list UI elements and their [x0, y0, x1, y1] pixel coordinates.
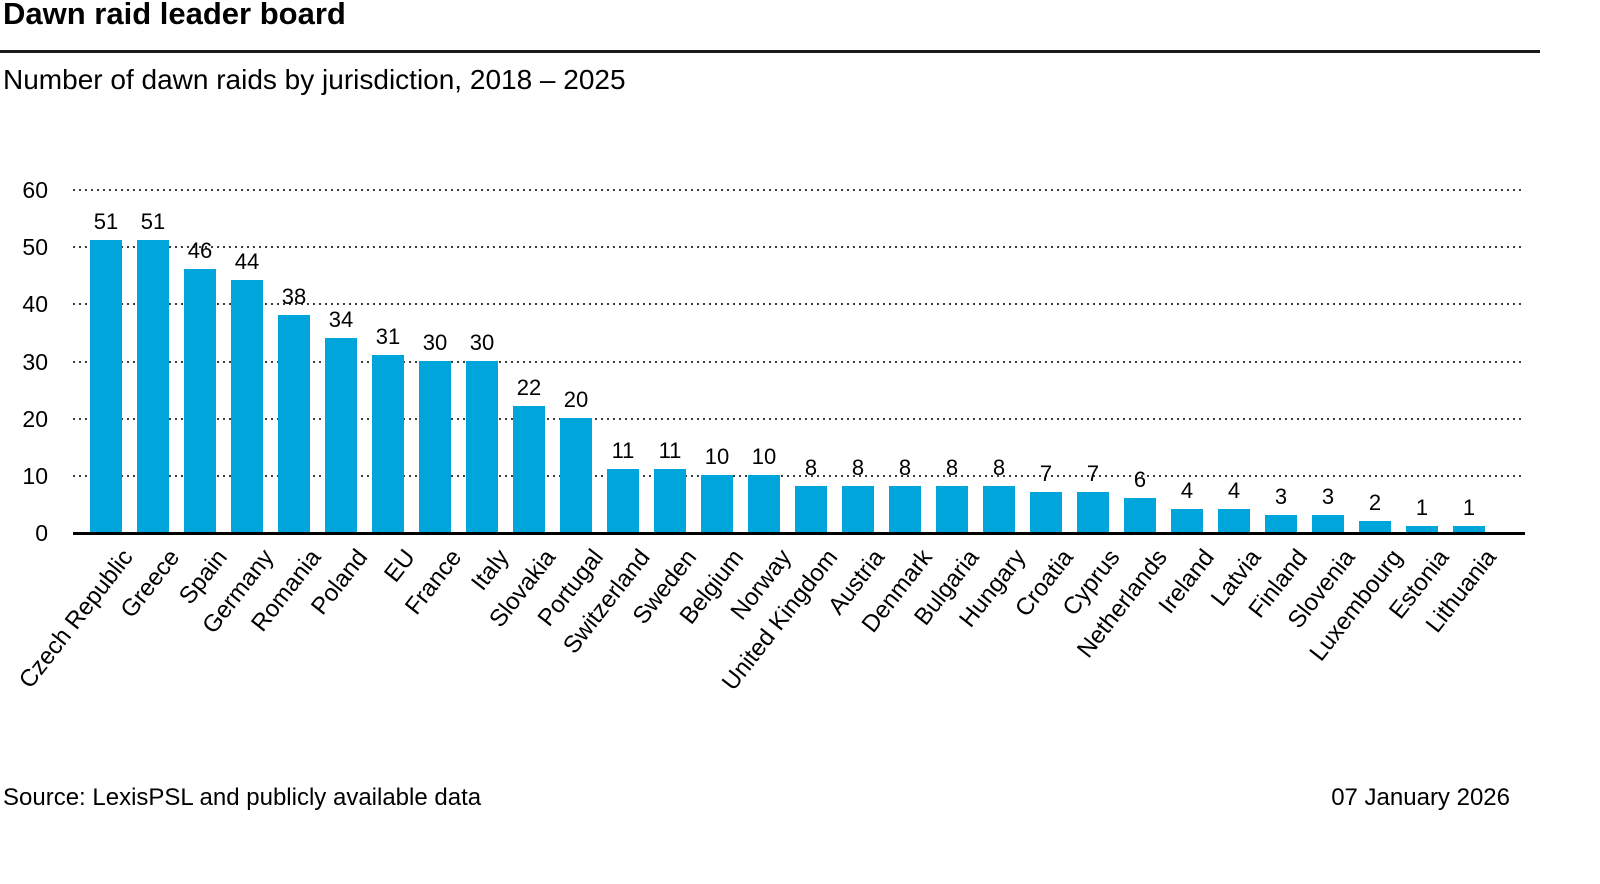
- gridline-30: [73, 360, 1525, 363]
- bar-hungary: [983, 486, 1015, 532]
- x-axis-line: [73, 532, 1525, 535]
- bar-value-label: 4: [1180, 478, 1194, 504]
- title-divider: [0, 50, 1540, 53]
- bar-romania: [278, 314, 310, 532]
- bar-chart: 51 Czech Republic 51 Greece 46 Spain 44 Germany…: [0, 177, 1600, 696]
- bar-value-label: 38: [281, 283, 307, 309]
- bar-value-label: 8: [851, 455, 865, 481]
- y-axis-tick-label: 20: [22, 405, 48, 432]
- y-axis-tick-label: 0: [35, 520, 48, 546]
- y-axis-tick-label: 30: [22, 348, 48, 375]
- bar-value-label: 7: [1086, 460, 1100, 486]
- y-axis-tick-label: 50: [22, 234, 48, 261]
- bar-value-label: 34: [328, 306, 354, 332]
- bar-value-label: 3: [1321, 483, 1335, 509]
- bar-value-label: 46: [187, 238, 213, 264]
- bar-finland: [1265, 514, 1297, 532]
- gridline-50: [73, 246, 1525, 249]
- bar-spain: [184, 269, 216, 532]
- bar-value-label: 4: [1227, 478, 1241, 504]
- bar-value-label: 31: [375, 323, 401, 349]
- gridline-10: [73, 474, 1525, 477]
- bar-value-label: 11: [611, 438, 635, 464]
- bar-value-label: 20: [563, 386, 589, 412]
- bar-switzerland: [607, 469, 639, 532]
- bar-sweden: [654, 469, 686, 532]
- source-note: Source: LexisPSL and publicly available …: [3, 784, 482, 811]
- bar-cyprus: [1077, 491, 1109, 532]
- bar-netherlands: [1124, 497, 1156, 532]
- bar-value-label: 10: [751, 443, 777, 469]
- bar-value-label: 30: [469, 329, 495, 355]
- bar-france: [419, 360, 451, 532]
- bar-value-label: 10: [704, 443, 730, 469]
- bar-czech-republic: [90, 240, 122, 532]
- bar-slovenia: [1312, 514, 1344, 532]
- bar-value-label: 8: [898, 455, 912, 481]
- bar-bulgaria: [936, 486, 968, 532]
- x-axis-label: Czech Republic: [13, 544, 139, 694]
- bar-austria: [842, 486, 874, 532]
- bar-value-label: 6: [1133, 466, 1147, 492]
- bar-value-label: 3: [1274, 483, 1288, 509]
- y-axis-tick-label: 60: [22, 177, 48, 203]
- bar-latvia: [1218, 509, 1250, 532]
- bar-value-label: 51: [140, 209, 166, 235]
- plot-area: 51 Czech Republic 51 Greece 46 Spain 44 Germany…: [14, 189, 1525, 696]
- bar-greece: [137, 240, 169, 532]
- bar-estonia: [1406, 526, 1438, 532]
- date-label: 07 January 2026: [1331, 784, 1510, 811]
- bar-value-label: 22: [516, 375, 542, 401]
- chart-footer: Source: LexisPSL and publicly available …: [0, 784, 1600, 814]
- gridline-20: [73, 417, 1525, 420]
- y-axis-tick-label: 10: [22, 462, 48, 489]
- bar-value-label: 1: [1462, 495, 1476, 521]
- x-axis-label: EU: [378, 544, 421, 588]
- bar-portugal: [560, 417, 592, 532]
- bar-croatia: [1030, 491, 1062, 532]
- bar-belgium: [701, 474, 733, 532]
- bar-slovakia: [513, 406, 545, 532]
- bar-lithuania: [1453, 526, 1485, 532]
- bar-luxembourg: [1359, 520, 1391, 532]
- bar-eu: [372, 354, 404, 532]
- bar-value-label: 51: [93, 209, 119, 235]
- bar-value-label: 8: [804, 455, 818, 481]
- bar-united-kingdom: [795, 486, 827, 532]
- bar-value-label: 30: [422, 329, 448, 355]
- bar-ireland: [1171, 509, 1203, 532]
- page-title: Dawn raid leader board: [3, 0, 346, 31]
- bar-italy: [466, 360, 498, 532]
- bar-denmark: [889, 486, 921, 532]
- bar-value-label: 44: [234, 249, 260, 275]
- gridline-60: [73, 189, 1525, 191]
- bar-value-label: 7: [1039, 460, 1053, 486]
- bar-value-label: 8: [992, 455, 1006, 481]
- bar-value-label: 2: [1368, 489, 1382, 515]
- bar-germany: [231, 280, 263, 532]
- bar-value-label: 8: [945, 455, 959, 481]
- bar-norway: [748, 474, 780, 532]
- y-axis-tick-label: 40: [22, 291, 48, 318]
- chart-subtitle: Number of dawn raids by jurisdiction, 20…: [3, 64, 626, 95]
- bar-value-label: 11: [658, 438, 682, 464]
- gridline-40: [73, 303, 1525, 306]
- bar-value-label: 1: [1415, 495, 1429, 521]
- bar-poland: [325, 337, 357, 532]
